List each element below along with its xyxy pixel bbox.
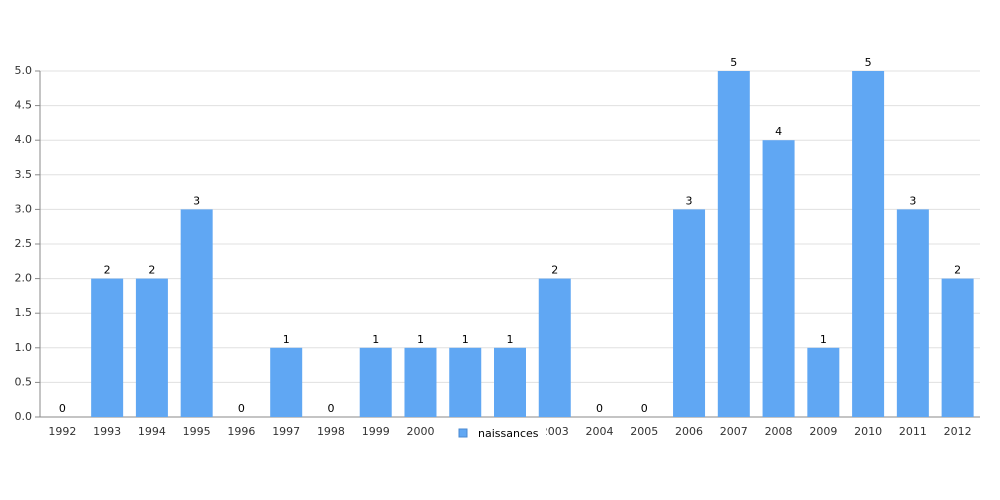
value-label: 2 xyxy=(954,264,961,277)
y-tick-label: 1.0 xyxy=(15,341,33,354)
value-label: 0 xyxy=(238,402,245,415)
value-label: 0 xyxy=(641,402,648,415)
bar xyxy=(270,347,303,417)
y-tick-label: 5.0 xyxy=(15,64,33,77)
bar xyxy=(180,209,213,417)
bar xyxy=(404,347,437,417)
bar xyxy=(762,140,795,417)
bar xyxy=(359,347,392,417)
x-tick-label: 2006 xyxy=(675,425,703,438)
x-tick-label: 2010 xyxy=(854,425,882,438)
value-label: 0 xyxy=(59,402,66,415)
x-tick-label: 1998 xyxy=(317,425,345,438)
value-label: 0 xyxy=(327,402,334,415)
value-label: 3 xyxy=(909,194,916,207)
value-label: 3 xyxy=(193,194,200,207)
value-label: 1 xyxy=(417,333,424,346)
bar xyxy=(673,209,706,417)
bar xyxy=(852,71,885,417)
y-tick-label: 0.0 xyxy=(15,410,33,423)
value-label: 1 xyxy=(462,333,469,346)
y-tick-label: 3.0 xyxy=(15,202,33,215)
y-tick-label: 2.5 xyxy=(15,237,33,250)
x-tick-label: 2003 xyxy=(541,425,569,438)
y-tick-label: 1.5 xyxy=(15,306,33,319)
bar xyxy=(538,278,571,417)
y-tick-label: 3.5 xyxy=(15,168,33,181)
y-tick-label: 2.0 xyxy=(15,272,33,285)
value-label: 2 xyxy=(104,264,111,277)
legend-background xyxy=(452,424,546,442)
bar xyxy=(807,347,840,417)
x-tick-label: 1996 xyxy=(227,425,255,438)
bar xyxy=(91,278,124,417)
x-tick-label: 2004 xyxy=(586,425,614,438)
bar xyxy=(449,347,482,417)
x-tick-label: 2012 xyxy=(944,425,972,438)
value-label: 1 xyxy=(372,333,379,346)
y-tick-label: 4.0 xyxy=(15,133,33,146)
bar xyxy=(135,278,168,417)
value-label: 5 xyxy=(730,56,737,69)
y-tick-label: 4.5 xyxy=(15,99,33,112)
value-label: 3 xyxy=(686,194,693,207)
value-label: 2 xyxy=(551,264,558,277)
value-label: 4 xyxy=(775,125,782,138)
x-tick-label: 1993 xyxy=(93,425,121,438)
value-label: 0 xyxy=(596,402,603,415)
value-label: 1 xyxy=(283,333,290,346)
bar xyxy=(494,347,526,417)
x-tick-label: 1994 xyxy=(138,425,166,438)
x-tick-label: 1992 xyxy=(48,425,76,438)
x-tick-label: 2008 xyxy=(765,425,793,438)
value-label: 5 xyxy=(865,56,872,69)
bar xyxy=(941,278,974,417)
x-tick-label: 1997 xyxy=(272,425,300,438)
value-label: 1 xyxy=(507,333,514,346)
value-label: 2 xyxy=(148,264,155,277)
bar xyxy=(896,209,929,417)
bar xyxy=(717,71,750,417)
x-tick-label: 1995 xyxy=(183,425,211,438)
x-tick-label: 1999 xyxy=(362,425,390,438)
x-tick-label: 2000 xyxy=(406,425,434,438)
x-tick-label: 2011 xyxy=(899,425,927,438)
x-tick-label: 2009 xyxy=(809,425,837,438)
y-tick-label: 0.5 xyxy=(15,375,33,388)
legend-label: naissances xyxy=(478,427,539,440)
legend-swatch xyxy=(458,428,468,438)
value-label: 1 xyxy=(820,333,827,346)
x-tick-label: 2005 xyxy=(630,425,658,438)
x-tick-label: 2007 xyxy=(720,425,748,438)
